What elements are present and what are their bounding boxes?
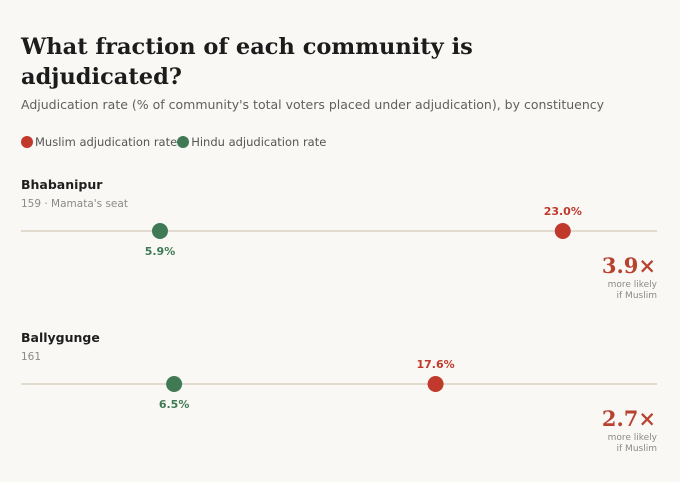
ratio-note-line1-ballygunge: more likely	[608, 433, 658, 443]
dot-hindu-ballygunge	[166, 376, 183, 392]
dot-muslim-bhabanipur	[554, 223, 571, 239]
legend-swatch-muslim	[21, 136, 33, 148]
ratio-note-line2-ballygunge: if Muslim	[617, 444, 657, 454]
label-muslim-ballygunge: 17.6%	[416, 358, 454, 371]
chart-subtitle: Adjudication rate (% of community's tota…	[21, 97, 605, 112]
row-subtitle-ballygunge: 161	[21, 351, 41, 363]
legend-label-hindu: Hindu adjudication rate	[191, 135, 327, 149]
row-name-ballygunge: Ballygunge	[21, 330, 100, 345]
label-muslim-bhabanipur: 23.0%	[544, 205, 582, 218]
row-subtitle-bhabanipur: 159 · Mamata's seat	[21, 198, 128, 210]
ratio-bhabanipur: 3.9×	[602, 253, 656, 278]
label-hindu-bhabanipur: 5.9%	[145, 245, 176, 258]
ratio-note-line1-bhabanipur: more likely	[608, 280, 658, 290]
ratio-note-line2-bhabanipur: if Muslim	[617, 291, 657, 301]
legend-swatch-hindu	[177, 136, 190, 148]
ratio-ballygunge: 2.7×	[602, 406, 656, 431]
legend-item-hindu: Hindu adjudication rate	[177, 135, 326, 149]
chart-title: What fraction of each community is adjud…	[21, 34, 473, 90]
dot-hindu-bhabanipur	[151, 223, 168, 239]
row-name-bhabanipur: Bhabanipur	[21, 177, 103, 192]
legend: Muslim adjudication rate Hindu adjudicat…	[21, 135, 326, 149]
legend-label-muslim: Muslim adjudication rate	[35, 135, 178, 149]
legend-item-muslim: Muslim adjudication rate	[21, 135, 177, 149]
dot-muslim-ballygunge	[427, 376, 444, 392]
label-hindu-ballygunge: 6.5%	[159, 398, 190, 411]
